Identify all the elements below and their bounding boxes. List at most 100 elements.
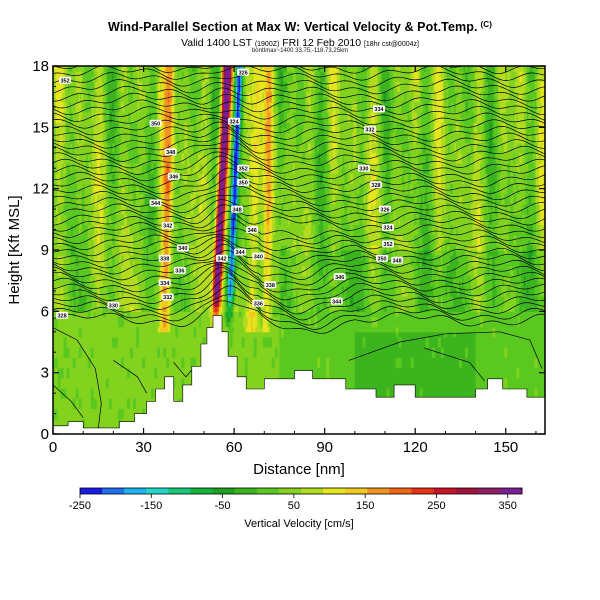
field-cell xyxy=(107,91,110,98)
field-cell xyxy=(68,382,71,389)
field-cell xyxy=(101,403,104,410)
field-cell xyxy=(101,285,104,292)
field-cell xyxy=(105,193,108,200)
field-cell xyxy=(78,229,81,236)
field-cell xyxy=(105,398,108,404)
field-cell xyxy=(87,173,90,180)
field-cell xyxy=(62,234,65,241)
field-cell xyxy=(101,198,104,205)
field-cell xyxy=(59,234,62,241)
field-cell xyxy=(69,122,72,128)
field-cell xyxy=(75,311,78,318)
field-cell xyxy=(66,377,69,384)
field-cell xyxy=(90,321,93,328)
field-cell xyxy=(69,106,72,113)
field-cell xyxy=(60,198,63,205)
field-cell xyxy=(86,280,89,287)
field-cell xyxy=(114,408,117,415)
field-cell xyxy=(80,86,83,93)
field-cell xyxy=(119,250,122,256)
field-cell xyxy=(62,198,65,205)
field-cell xyxy=(71,367,74,374)
field-cell xyxy=(102,382,105,389)
field-cell xyxy=(93,239,96,246)
field-cell xyxy=(57,275,60,282)
field-cell xyxy=(95,260,98,266)
field-cell xyxy=(108,311,111,318)
field-cell xyxy=(62,183,65,190)
field-cell xyxy=(123,214,127,220)
field-cell xyxy=(77,152,80,159)
field-cell xyxy=(101,71,104,77)
field-cell xyxy=(104,183,107,190)
field-cell xyxy=(110,418,113,425)
field-cell xyxy=(68,168,71,174)
field-cell xyxy=(99,122,102,128)
field-cell xyxy=(107,336,110,343)
field-cell xyxy=(111,193,114,200)
field-cell xyxy=(114,372,117,379)
field-cell xyxy=(123,311,127,318)
field-cell xyxy=(96,367,99,374)
field-cell xyxy=(83,306,86,312)
field-cell xyxy=(89,66,92,72)
field-cell xyxy=(122,336,125,343)
field-cell xyxy=(93,132,96,139)
field-cell xyxy=(116,198,119,205)
field-cell xyxy=(123,347,127,353)
field-cell xyxy=(72,142,75,149)
field-cell xyxy=(87,382,90,389)
field-cell xyxy=(80,372,83,379)
field-cell xyxy=(96,71,99,77)
field-cell xyxy=(60,280,63,287)
field-cell xyxy=(59,198,62,205)
field-cell xyxy=(99,239,102,246)
field-cell xyxy=(66,388,69,394)
field-cell xyxy=(110,173,113,180)
field-cell xyxy=(92,193,95,200)
field-cell xyxy=(110,296,113,302)
field-cell xyxy=(99,173,102,180)
field-cell xyxy=(86,362,89,369)
field-cell xyxy=(83,209,86,215)
field-cell xyxy=(57,137,60,144)
field-cell xyxy=(117,311,121,318)
field-cell xyxy=(81,326,84,333)
field-cell xyxy=(66,81,69,88)
field-cell xyxy=(81,204,84,210)
field-cell xyxy=(69,403,72,410)
field-cell xyxy=(84,81,87,88)
field-cell xyxy=(105,229,108,236)
field-cell xyxy=(81,66,84,72)
field-cell xyxy=(63,219,66,226)
field-cell xyxy=(119,66,122,72)
field-cell xyxy=(102,132,105,139)
field-cell xyxy=(116,260,119,266)
field-cell xyxy=(90,173,93,180)
field-cell xyxy=(95,152,98,159)
field-cell xyxy=(119,106,122,113)
field-cell xyxy=(54,336,57,343)
field-cell xyxy=(117,362,121,369)
field-cell xyxy=(102,306,105,312)
field-cell xyxy=(59,418,62,425)
field-cell xyxy=(56,239,59,246)
field-cell xyxy=(107,234,110,241)
field-cell xyxy=(93,301,96,307)
field-cell xyxy=(108,66,111,72)
field-cell xyxy=(54,71,57,77)
field-cell xyxy=(95,101,98,108)
field-cell xyxy=(113,265,116,272)
field-cell xyxy=(65,388,68,394)
field-cell xyxy=(122,311,125,318)
field-cell xyxy=(80,219,83,226)
field-cell xyxy=(122,316,125,323)
field-cell xyxy=(69,198,72,205)
field-cell xyxy=(125,408,128,415)
field-cell xyxy=(114,142,117,149)
field-cell xyxy=(105,377,108,384)
field-cell xyxy=(78,244,81,251)
field-cell xyxy=(68,96,71,103)
field-cell xyxy=(87,239,90,246)
field-cell xyxy=(104,377,107,384)
